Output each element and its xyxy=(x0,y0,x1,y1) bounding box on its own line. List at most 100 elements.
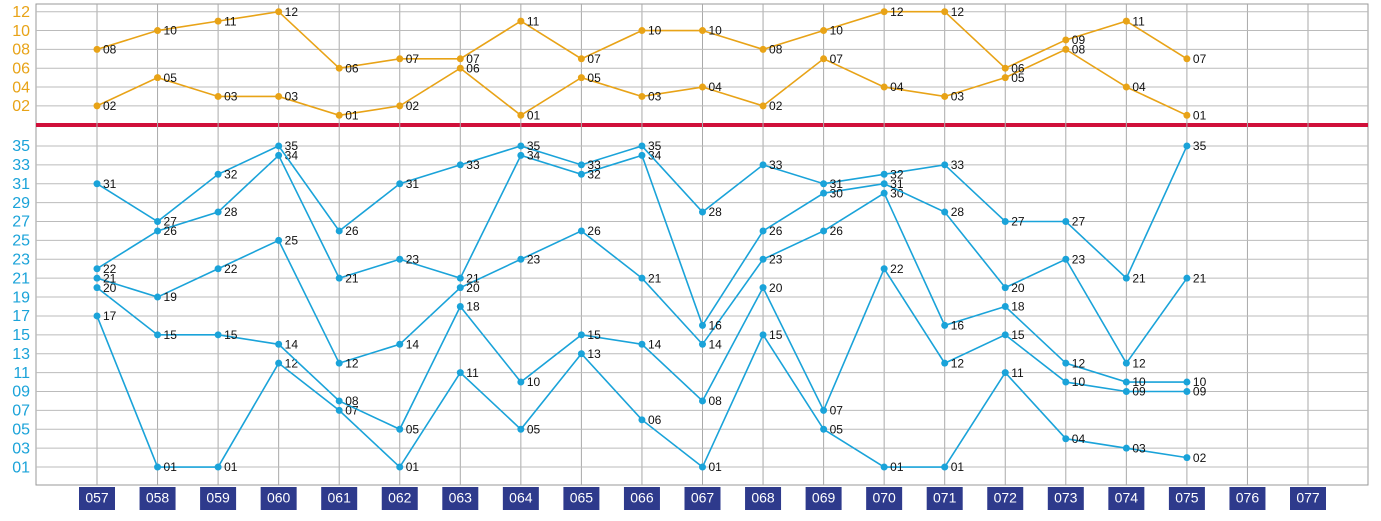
point xyxy=(820,189,828,197)
value-label: 05 xyxy=(164,71,178,85)
value-label: 31 xyxy=(103,177,117,191)
value-label: 35 xyxy=(527,139,541,153)
value-label: 03 xyxy=(951,90,965,104)
x-tick-box xyxy=(381,487,418,510)
point xyxy=(1122,17,1130,25)
point xyxy=(759,255,767,263)
point xyxy=(456,64,464,72)
value-label: 04 xyxy=(709,80,723,94)
y-tick-label: 29 xyxy=(12,195,30,212)
value-label: 21 xyxy=(345,271,359,285)
y-tick-label: 15 xyxy=(12,327,30,344)
point xyxy=(1001,64,1009,72)
y-tick-label: 02 xyxy=(12,98,30,115)
value-label: 05 xyxy=(527,422,541,436)
value-label: 06 xyxy=(1011,61,1025,75)
value-label: 12 xyxy=(951,356,965,370)
point xyxy=(759,161,767,169)
point xyxy=(577,170,585,178)
point xyxy=(941,161,949,169)
value-label: 20 xyxy=(1011,281,1025,295)
point xyxy=(214,463,222,471)
value-label: 10 xyxy=(527,375,541,389)
point xyxy=(577,227,585,235)
point xyxy=(396,340,404,348)
value-label: 12 xyxy=(285,356,299,370)
point xyxy=(941,463,949,471)
value-label: 22 xyxy=(890,262,904,276)
point xyxy=(880,8,888,16)
point xyxy=(638,416,646,424)
value-label: 15 xyxy=(769,328,783,342)
point xyxy=(517,255,525,263)
point xyxy=(577,55,585,63)
point xyxy=(93,180,101,188)
value-label: 32 xyxy=(224,167,238,181)
y-tick-label: 12 xyxy=(12,4,30,21)
point xyxy=(93,265,101,273)
y-tick-label: 10 xyxy=(12,23,30,40)
value-label: 01 xyxy=(406,460,420,474)
value-label: 16 xyxy=(951,319,965,333)
x-tick-box xyxy=(260,487,297,510)
point xyxy=(214,17,222,25)
point xyxy=(275,8,283,16)
point xyxy=(577,350,585,358)
value-label: 02 xyxy=(406,99,420,113)
x-tick-label: 064 xyxy=(509,490,533,506)
point xyxy=(93,45,101,53)
point xyxy=(517,378,525,386)
value-label: 13 xyxy=(587,347,601,361)
point xyxy=(941,208,949,216)
value-label: 33 xyxy=(951,158,965,172)
value-label: 21 xyxy=(1193,271,1207,285)
point xyxy=(1062,45,1070,53)
point xyxy=(1122,83,1130,91)
x-tick-box xyxy=(502,487,539,510)
x-tick-label: 072 xyxy=(994,490,1018,506)
value-label: 06 xyxy=(345,61,359,75)
point xyxy=(154,27,162,35)
point xyxy=(335,397,343,405)
point xyxy=(941,359,949,367)
point xyxy=(214,170,222,178)
value-label: 14 xyxy=(709,337,723,351)
value-label: 10 xyxy=(1132,375,1146,389)
point xyxy=(396,102,404,110)
x-tick-box xyxy=(926,487,963,510)
point xyxy=(880,180,888,188)
x-tick-box xyxy=(442,487,479,510)
x-tick-box xyxy=(200,487,237,510)
value-label: 20 xyxy=(466,281,480,295)
point xyxy=(275,92,283,100)
value-label: 06 xyxy=(466,61,480,75)
point xyxy=(154,293,162,301)
point xyxy=(456,161,464,169)
point xyxy=(880,189,888,197)
y-tick-label: 07 xyxy=(12,403,30,420)
y-tick-label: 06 xyxy=(12,60,30,77)
value-label: 32 xyxy=(890,167,904,181)
value-label: 11 xyxy=(1132,14,1145,28)
point xyxy=(880,83,888,91)
point xyxy=(1001,284,1009,292)
point xyxy=(1062,435,1070,443)
value-label: 16 xyxy=(709,319,723,333)
point xyxy=(577,161,585,169)
value-label: 01 xyxy=(527,108,541,122)
value-label: 15 xyxy=(224,328,238,342)
x-tick-box xyxy=(1108,487,1145,510)
value-label: 01 xyxy=(1193,108,1207,122)
x-tick-label: 074 xyxy=(1115,490,1139,506)
value-label: 18 xyxy=(1011,300,1025,314)
value-label: 01 xyxy=(951,460,965,474)
value-label: 27 xyxy=(164,215,178,229)
point xyxy=(93,274,101,282)
x-tick-label: 068 xyxy=(751,490,775,506)
point xyxy=(759,45,767,53)
value-label: 23 xyxy=(1072,252,1086,266)
point xyxy=(1122,378,1130,386)
value-label: 31 xyxy=(830,177,844,191)
point xyxy=(1183,111,1191,119)
point xyxy=(93,312,101,320)
